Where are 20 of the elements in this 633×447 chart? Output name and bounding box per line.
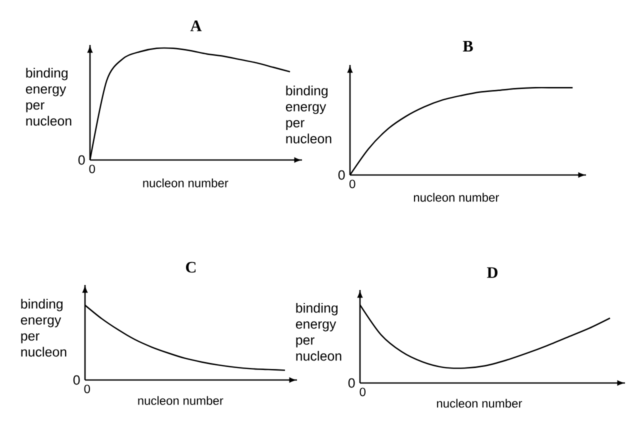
text: 0 <box>84 384 90 394</box>
text: 0 <box>89 164 95 174</box>
chart-title: B <box>462 40 473 52</box>
x-axis-title: nucleon number <box>143 178 228 188</box>
text: 0 <box>349 180 356 188</box>
y-axis-title: binding energy per nucleon <box>286 86 332 144</box>
chart-title: A <box>190 20 202 32</box>
y-axis-title: binding energy per nucleon <box>26 68 72 126</box>
x-axis-title: nucleon number <box>414 192 500 202</box>
text: 0 <box>360 388 366 396</box>
text: 0 <box>73 375 80 385</box>
y-axis-title: binding energy per nucleon <box>296 302 342 361</box>
text: 0 <box>348 378 355 388</box>
text: 0 <box>338 170 345 180</box>
text: 0 <box>78 155 85 165</box>
chart-title: C <box>186 262 196 273</box>
chart-title: D <box>486 267 498 278</box>
y-axis-title: binding energy per nucleon <box>20 298 66 357</box>
x-axis-title: nucleon number <box>138 396 224 405</box>
x-axis-title: nucleon number <box>437 398 522 408</box>
